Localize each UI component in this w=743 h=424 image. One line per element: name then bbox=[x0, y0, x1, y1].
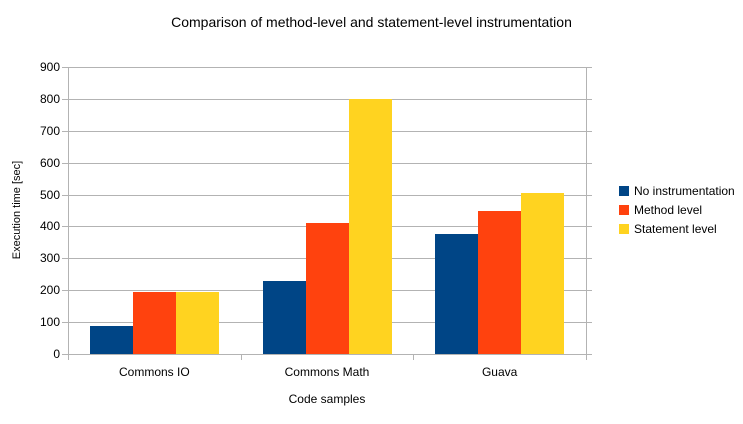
legend: No instrumentation Method level Statement … bbox=[619, 184, 735, 241]
grid-line bbox=[62, 354, 592, 355]
bar-no-instrumentation bbox=[262, 280, 306, 354]
bar-no-instrumentation bbox=[435, 234, 479, 354]
plot-right-border bbox=[586, 67, 587, 354]
y-tick-label: 200 bbox=[39, 283, 60, 298]
bar-method-level bbox=[478, 210, 522, 354]
grid-line bbox=[62, 162, 592, 164]
x-axis-tick bbox=[240, 354, 242, 360]
y-tick-label: 300 bbox=[39, 251, 60, 266]
bar-statement-level bbox=[175, 291, 219, 354]
bar-method-level bbox=[132, 291, 176, 354]
legend-item: No instrumentation bbox=[619, 183, 735, 198]
y-tick-label: 700 bbox=[39, 123, 60, 138]
bar-statement-level bbox=[348, 98, 392, 354]
x-axis-tick bbox=[68, 354, 69, 360]
y-tick-label: 500 bbox=[39, 187, 60, 202]
bar-statement-level bbox=[521, 192, 565, 354]
plot-area bbox=[62, 67, 592, 360]
x-axis-tick bbox=[586, 354, 587, 360]
y-tick-label: 0 bbox=[53, 347, 60, 361]
grid-line bbox=[62, 130, 592, 132]
y-tick-label: 800 bbox=[39, 91, 60, 106]
legend-label: Method level bbox=[634, 202, 703, 217]
legend-item: Statement level bbox=[619, 221, 735, 236]
y-axis-title: Execution time [sec] bbox=[11, 160, 23, 260]
legend-swatch bbox=[619, 185, 629, 196]
bar-method-level bbox=[305, 223, 349, 354]
x-category-label: Commons IO bbox=[118, 365, 190, 379]
chart-title: Comparison of method-level and statement… bbox=[171, 14, 572, 30]
y-tick-label: 100 bbox=[39, 315, 60, 330]
y-tick-label: 900 bbox=[39, 60, 60, 74]
y-tick-label: 400 bbox=[39, 219, 60, 234]
x-axis-tick bbox=[413, 354, 415, 360]
x-category-label: Commons Math bbox=[284, 365, 370, 379]
y-tick-label: 600 bbox=[39, 155, 60, 170]
legend-item: Method level bbox=[619, 202, 735, 217]
legend-label: No instrumentation bbox=[634, 183, 735, 198]
legend-swatch bbox=[619, 223, 629, 234]
x-category-label: Guava bbox=[481, 365, 518, 379]
grid-line bbox=[62, 98, 592, 100]
legend-label: Statement level bbox=[634, 221, 717, 236]
x-axis-title: Code samples bbox=[288, 392, 366, 406]
y-axis-line bbox=[68, 67, 69, 354]
grid-line bbox=[62, 67, 592, 68]
bar-no-instrumentation bbox=[89, 325, 133, 354]
grid-line bbox=[62, 194, 592, 196]
legend-swatch bbox=[619, 204, 629, 215]
